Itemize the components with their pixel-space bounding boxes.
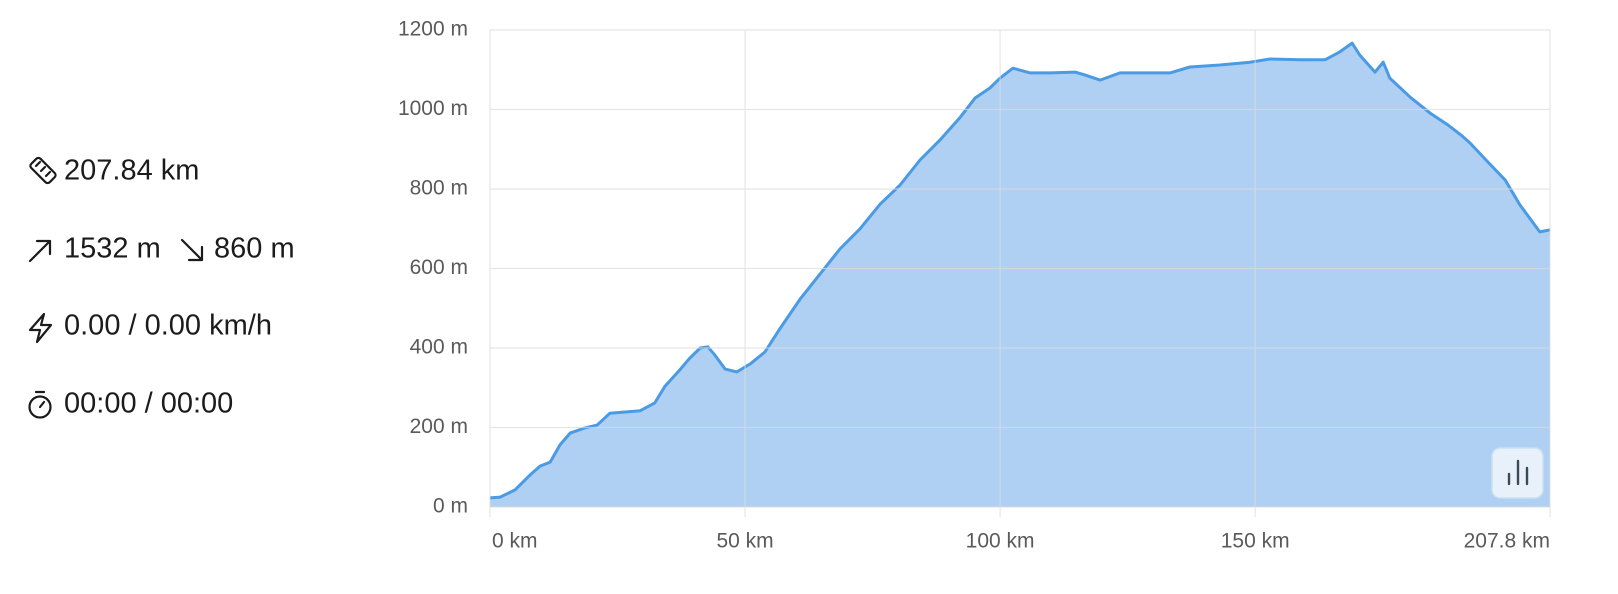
elevation-chart: 0 m 200 m 400 m 600 m 800 m 1000 m 1200 m 0 km 5… — [398, 18, 1551, 553]
speed: 0.00 / 0.00 km/h — [64, 310, 272, 342]
area-fill — [490, 43, 1550, 507]
y-tick-label: 1200 m — [398, 18, 468, 41]
y-tick-label: 0 m — [433, 495, 468, 518]
distance: 207.84 km — [64, 155, 199, 187]
chart-toggle-button[interactable] — [1491, 447, 1544, 499]
y-tick-label: 1000 m — [398, 97, 468, 120]
y-tick-label: 400 m — [410, 336, 468, 359]
descent-icon — [180, 238, 204, 262]
y-tick-label: 800 m — [410, 177, 468, 200]
x-tick-label: 207.8 km — [1464, 530, 1550, 553]
grid — [489, 29, 1551, 517]
ascent-icon — [28, 239, 52, 263]
ascent: 1532 m — [64, 233, 161, 265]
timer-icon — [28, 390, 52, 419]
elevation-line — [489, 41, 1551, 500]
x-tick-label: 150 km — [1221, 530, 1290, 553]
time: 00:00 / 00:00 — [64, 388, 233, 420]
y-tick-label: 200 m — [410, 415, 468, 438]
x-tick-label: 100 km — [966, 530, 1035, 553]
ruler-icon — [29, 156, 57, 185]
y-tick-label: 600 m — [410, 256, 468, 279]
button-icon[interactable] — [1507, 459, 1529, 486]
speed-icon — [28, 312, 53, 344]
descent: 860 m — [214, 233, 295, 265]
x-tick-label: 0 km — [492, 530, 538, 553]
x-tick-label: 50 km — [716, 530, 773, 553]
